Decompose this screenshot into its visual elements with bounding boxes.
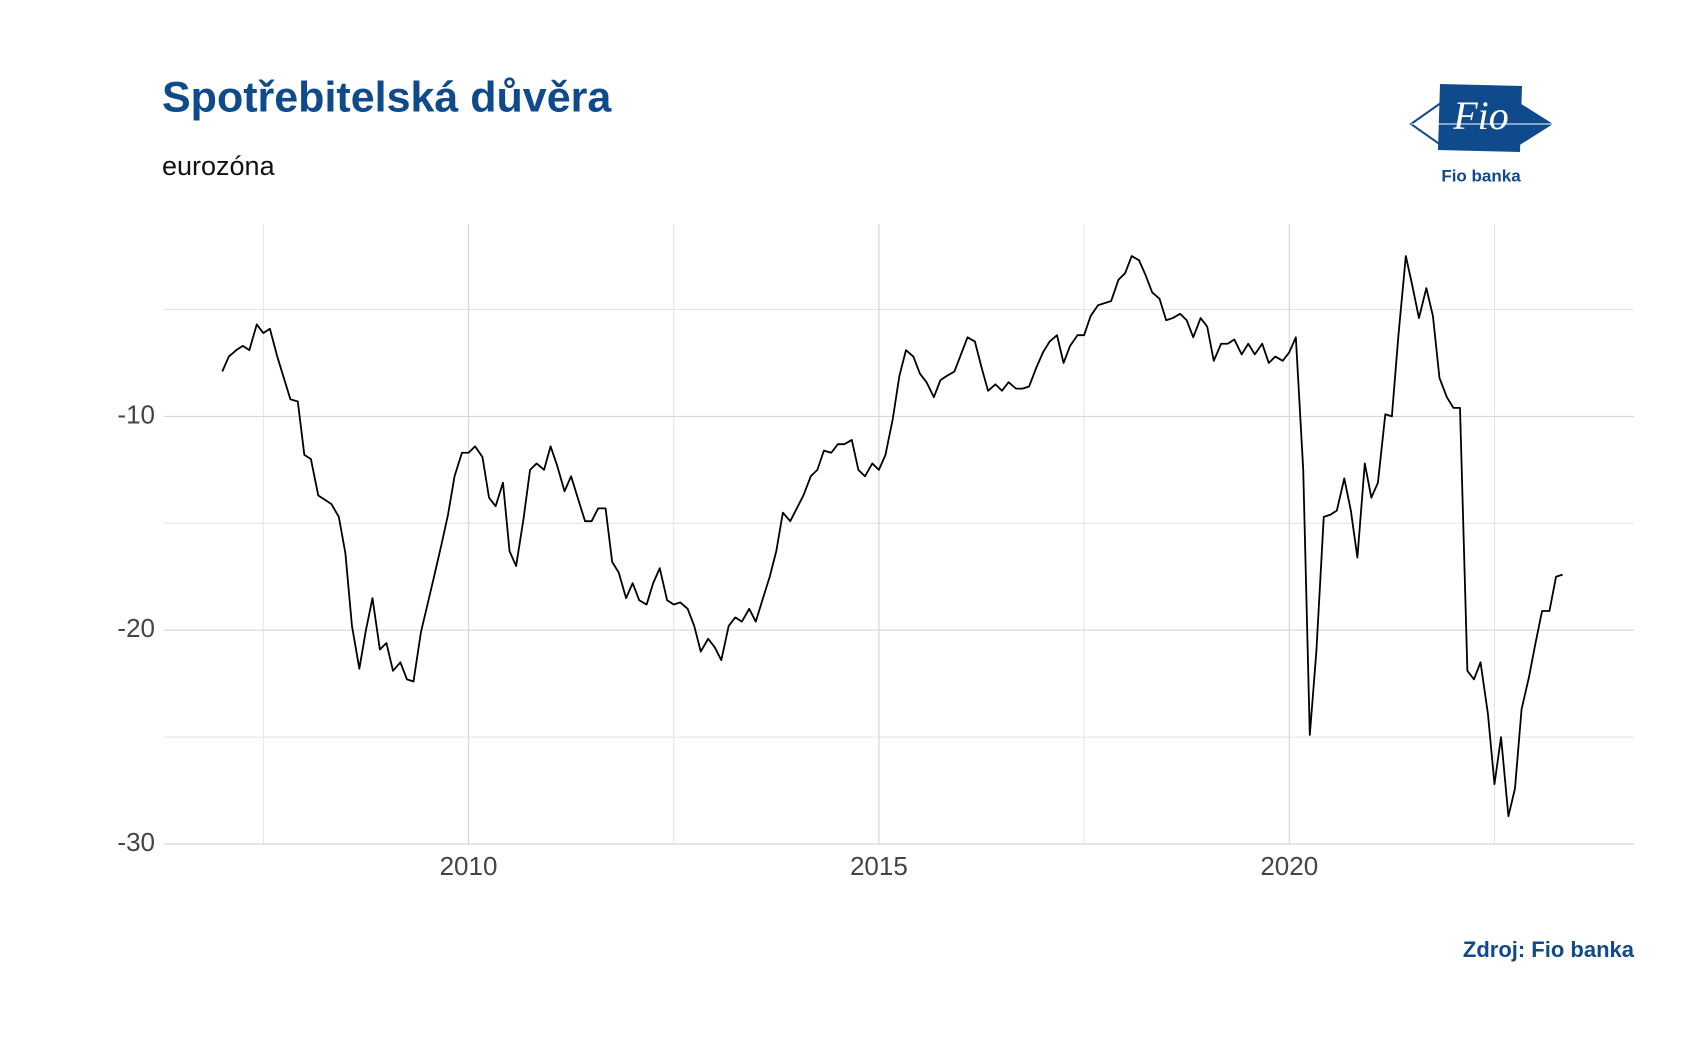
logo-shape	[1438, 84, 1522, 152]
data-line	[221, 255, 1563, 818]
x-tick-label: 2020	[1260, 851, 1318, 881]
source: Zdroj: Fio banka	[1463, 937, 1635, 962]
y-tick-label: -10	[117, 399, 155, 429]
y-tick-label: -20	[117, 613, 155, 643]
logo-name: Fio banka	[1441, 166, 1521, 185]
logo-mark: Fio	[1452, 93, 1509, 138]
x-tick-label: 2015	[850, 851, 908, 881]
chart-subtitle: eurozóna	[162, 151, 276, 181]
logo: Fio Fio banka	[1409, 84, 1553, 185]
y-tick-label: -30	[117, 827, 155, 857]
chart-title: Spotřebitelská důvěra	[162, 73, 612, 121]
x-tick-label: 2010	[440, 851, 498, 881]
